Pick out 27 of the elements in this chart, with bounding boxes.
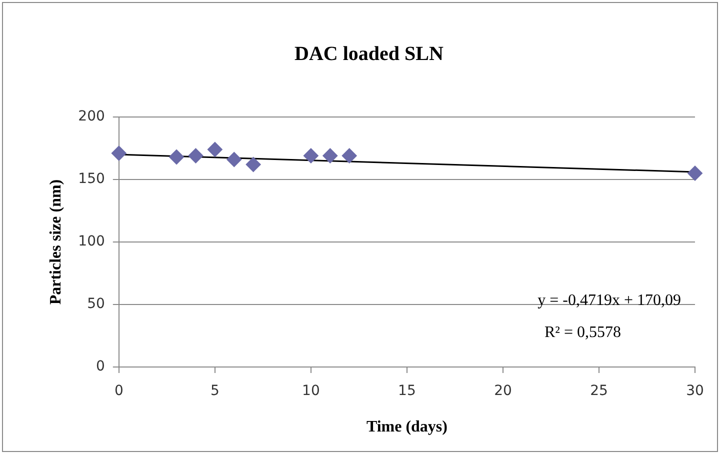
x-axis-title: Time (days) xyxy=(366,418,448,436)
chart-title: DAC loaded SLN xyxy=(294,43,444,66)
x-tick-label: 15 xyxy=(398,383,416,400)
y-tick-label: 0 xyxy=(96,358,105,375)
y-axis-title: Particles size (nm) xyxy=(48,179,65,305)
x-tick-label: 0 xyxy=(114,383,124,400)
x-tick-label: 30 xyxy=(686,383,704,400)
point xyxy=(322,148,338,164)
point xyxy=(246,157,261,172)
y-tick-label: 50 xyxy=(87,296,105,312)
point xyxy=(207,142,222,157)
point xyxy=(688,166,702,181)
point xyxy=(188,148,204,164)
point xyxy=(342,148,357,164)
point xyxy=(111,146,126,161)
y-tick-label: 150 xyxy=(78,171,105,188)
x-tick-label: 5 xyxy=(210,383,220,400)
x-tick-label: 25 xyxy=(590,383,608,400)
point xyxy=(226,152,242,167)
x-tick-label: 20 xyxy=(494,383,512,400)
x-tick-label: 10 xyxy=(302,383,320,400)
point xyxy=(303,148,318,164)
point xyxy=(169,150,184,164)
annotation: y = -0,4719x + 170,09 xyxy=(538,292,681,309)
annotation: R² = 0,5578 xyxy=(544,324,621,341)
y-tick-label: 200 xyxy=(78,108,105,125)
y-tick-label: 100 xyxy=(78,234,105,250)
